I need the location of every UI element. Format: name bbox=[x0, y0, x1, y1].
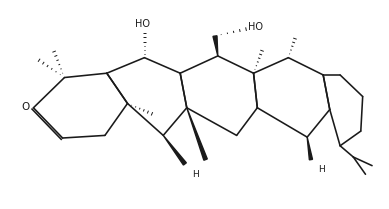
Text: HO: HO bbox=[135, 19, 150, 29]
Text: H: H bbox=[319, 165, 325, 174]
Text: HO: HO bbox=[248, 22, 263, 32]
Text: O: O bbox=[21, 102, 30, 112]
Polygon shape bbox=[213, 36, 218, 56]
Polygon shape bbox=[163, 135, 186, 165]
Text: H: H bbox=[192, 170, 199, 179]
Polygon shape bbox=[307, 137, 312, 160]
Polygon shape bbox=[187, 108, 207, 160]
